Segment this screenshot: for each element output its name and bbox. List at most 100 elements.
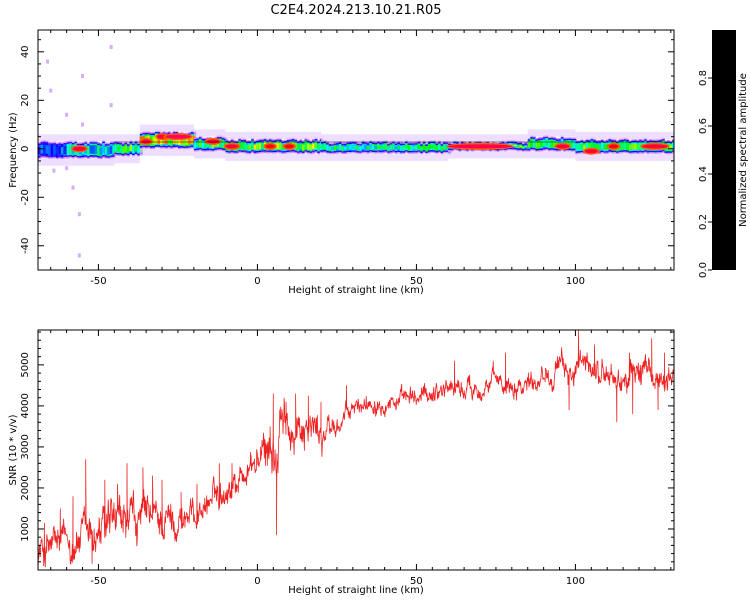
spectrogram-halo — [448, 151, 528, 159]
spectrogram-cell — [346, 145, 350, 150]
spectrogram-hotspot — [608, 144, 619, 149]
colorbar-tick-label: 0.6 — [698, 118, 709, 134]
spectrogram-cell — [160, 136, 163, 145]
spectrogram-cell — [354, 145, 357, 150]
x-tick-label: 50 — [410, 276, 423, 287]
spectrogram-outlier — [71, 185, 75, 190]
spectrogram-cell — [578, 144, 581, 150]
spectrogram-cell — [331, 147, 335, 150]
spectrogram-halo — [38, 158, 67, 166]
spectrogram-cell — [50, 146, 54, 155]
spectrogram-cell — [343, 146, 347, 150]
spectrogram-cell — [66, 145, 70, 154]
snr-panel: -50 0 50 100 1000 2000 3000 4000 5000 Height of … — [8, 329, 675, 596]
spectrogram-cell — [540, 141, 544, 147]
spectrogram-outlier — [49, 88, 53, 93]
spectrogram-cell — [543, 140, 546, 147]
spectrogram-halo — [66, 158, 115, 166]
spectrogram-cell — [94, 145, 98, 154]
spectrogram-halo — [575, 153, 674, 161]
spectrogram-cell — [127, 147, 130, 153]
spectrogram-cell — [116, 145, 120, 152]
spectrogram-halo — [225, 131, 322, 140]
spectrogram-cell — [407, 146, 411, 150]
y-tick-label: 3000 — [20, 434, 31, 459]
spectrogram-cell — [112, 145, 116, 154]
spectrogram-cell — [364, 145, 368, 150]
spectrogram-cell — [394, 146, 398, 150]
spectrogram-cell — [568, 141, 572, 148]
snr-xlabel: Height of straight line (km) — [288, 585, 424, 596]
spectrogram-cell — [369, 144, 373, 149]
spectrogram-cell — [114, 145, 118, 152]
spectrogram-cell — [55, 147, 59, 155]
spectrogram-cell — [193, 142, 197, 148]
spectrogram-cell — [276, 142, 280, 149]
spectrogram-cell — [253, 144, 257, 150]
spectrogram-outlier — [65, 112, 69, 117]
spectrogram-frame — [37, 29, 675, 271]
spectrogram-cell — [38, 146, 41, 155]
spectrogram-cell — [626, 142, 630, 149]
spectrogram-cell — [402, 146, 406, 150]
spectrogram-cell — [63, 145, 67, 155]
snr-series-line — [38, 330, 674, 570]
y-tick-label: 2000 — [20, 475, 31, 500]
spectrogram-cell — [580, 143, 584, 150]
spectrogram-cell — [530, 139, 534, 147]
spectrogram-hotspot — [72, 146, 86, 151]
spectrogram-cell — [309, 144, 313, 150]
spectrogram-cell — [573, 141, 577, 148]
spectrogram-hotspot — [141, 139, 151, 144]
spectrogram-cell — [279, 142, 282, 149]
spectrogram-halo — [527, 129, 576, 137]
spectrogram-cell — [359, 147, 363, 150]
spectrogram-cell — [206, 141, 210, 148]
colorbar-tick-label: 0.4 — [698, 166, 709, 182]
spectrogram-cell — [445, 145, 449, 150]
spectrogram-cell — [583, 144, 586, 150]
spectrogram-cell — [440, 147, 444, 150]
snr-content — [38, 330, 674, 570]
spectrogram-halo — [139, 124, 194, 132]
spectrogram-cell — [58, 146, 62, 155]
spectrogram-hotspot — [642, 144, 668, 149]
spectrogram-cell — [107, 147, 111, 155]
spectrogram-cell — [351, 145, 355, 149]
spectrogram-cell — [628, 144, 632, 150]
spectrogram-cell — [532, 140, 536, 147]
spectrogram-cell — [417, 144, 421, 149]
spectrogram-cell — [180, 136, 184, 145]
spectrogram-ticks: -50 0 50 100 -40 -20 0 20 40 — [20, 30, 674, 287]
spectrogram-cell — [188, 136, 191, 145]
spectrogram-cell — [204, 142, 207, 148]
spectrogram-cell — [296, 144, 300, 150]
y-tick-label: 1000 — [20, 516, 31, 541]
spectrogram-cell — [87, 147, 90, 155]
spectrogram-cell — [366, 146, 370, 150]
spectrogram-cell — [102, 144, 106, 154]
spectrogram-cell — [575, 144, 579, 150]
spectrogram-halo — [527, 151, 576, 159]
spectrogram-cell — [48, 146, 52, 155]
y-tick-label: 20 — [20, 94, 31, 107]
spectrogram-cell — [243, 142, 247, 149]
spectrogram-cell — [361, 144, 365, 149]
spectrogram-cell — [219, 140, 223, 147]
spectrogram-halo — [193, 129, 226, 137]
colorbar-gradient — [712, 30, 736, 270]
spectrogram-cell — [97, 146, 100, 155]
spectrogram-cell — [379, 145, 383, 150]
spectrogram-cell — [545, 139, 549, 147]
spectrogram-cell — [240, 142, 244, 149]
x-tick-label: 100 — [566, 276, 585, 287]
figure-title: C2E4.2024.213.10.21.R05 — [270, 3, 441, 18]
spectrogram-cell — [443, 145, 446, 149]
spectrogram-halo — [66, 134, 115, 142]
spectrogram-cell — [201, 141, 205, 148]
y-tick-label: 0 — [20, 146, 31, 152]
spectrogram-cell — [422, 144, 426, 149]
y-tick-label: 5000 — [20, 352, 31, 377]
spectrogram-hotspot — [225, 144, 239, 149]
